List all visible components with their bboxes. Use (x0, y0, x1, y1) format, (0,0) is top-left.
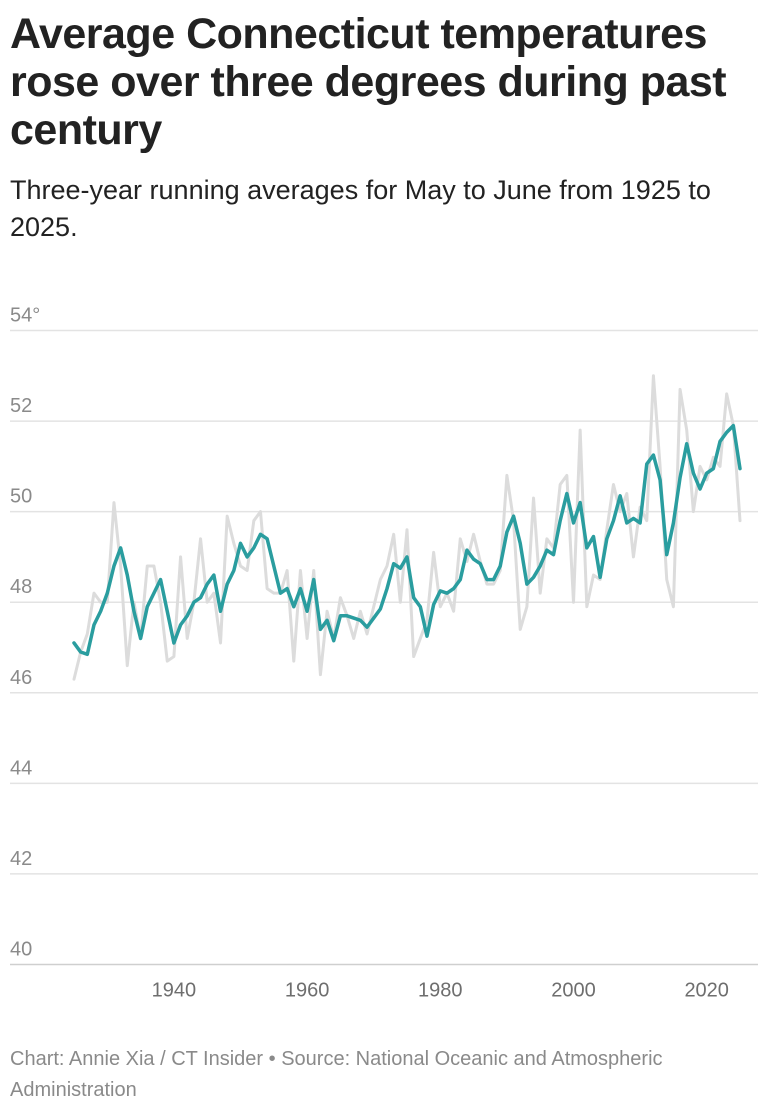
y-tick-label-42: 42 (10, 848, 32, 870)
x-axis-tick-labels: 1940 1960 1980 2000 2020 (152, 980, 729, 1002)
y-tick-label-46: 46 (10, 667, 32, 689)
x-tick-label-1960: 1960 (285, 980, 330, 1002)
y-tick-label-54: 54° (10, 305, 40, 327)
chart-subtitle: Three-year running averages for May to J… (10, 175, 711, 242)
y-tick-label-50: 50 (10, 486, 32, 508)
y-axis-tick-labels: 40 42 44 46 48 50 52 54° (10, 305, 40, 961)
running-average-line (72, 423, 742, 657)
x-tick-label-2000: 2000 (551, 980, 596, 1002)
annual-temperature-line (72, 374, 742, 681)
x-tick-label-1940: 1940 (152, 980, 197, 1002)
series-lines (72, 374, 742, 681)
y-tick-label-44: 44 (10, 757, 32, 779)
y-tick-label-52: 52 (10, 395, 32, 417)
grid-lines (10, 329, 758, 966)
chart-title: Average Connecticut temperatures rose ov… (10, 10, 727, 154)
chart-source-credit: Chart: Annie Xia / CT Insider • Source: … (10, 1048, 663, 1101)
x-tick-label-2020: 2020 (684, 980, 729, 1002)
y-tick-label-40: 40 (10, 939, 32, 961)
y-tick-label-48: 48 (10, 576, 32, 598)
x-tick-label-1980: 1980 (418, 980, 463, 1002)
line-chart: 40 42 44 46 48 50 52 54° 1940 1960 1980 2000 2020 (10, 305, 758, 1002)
